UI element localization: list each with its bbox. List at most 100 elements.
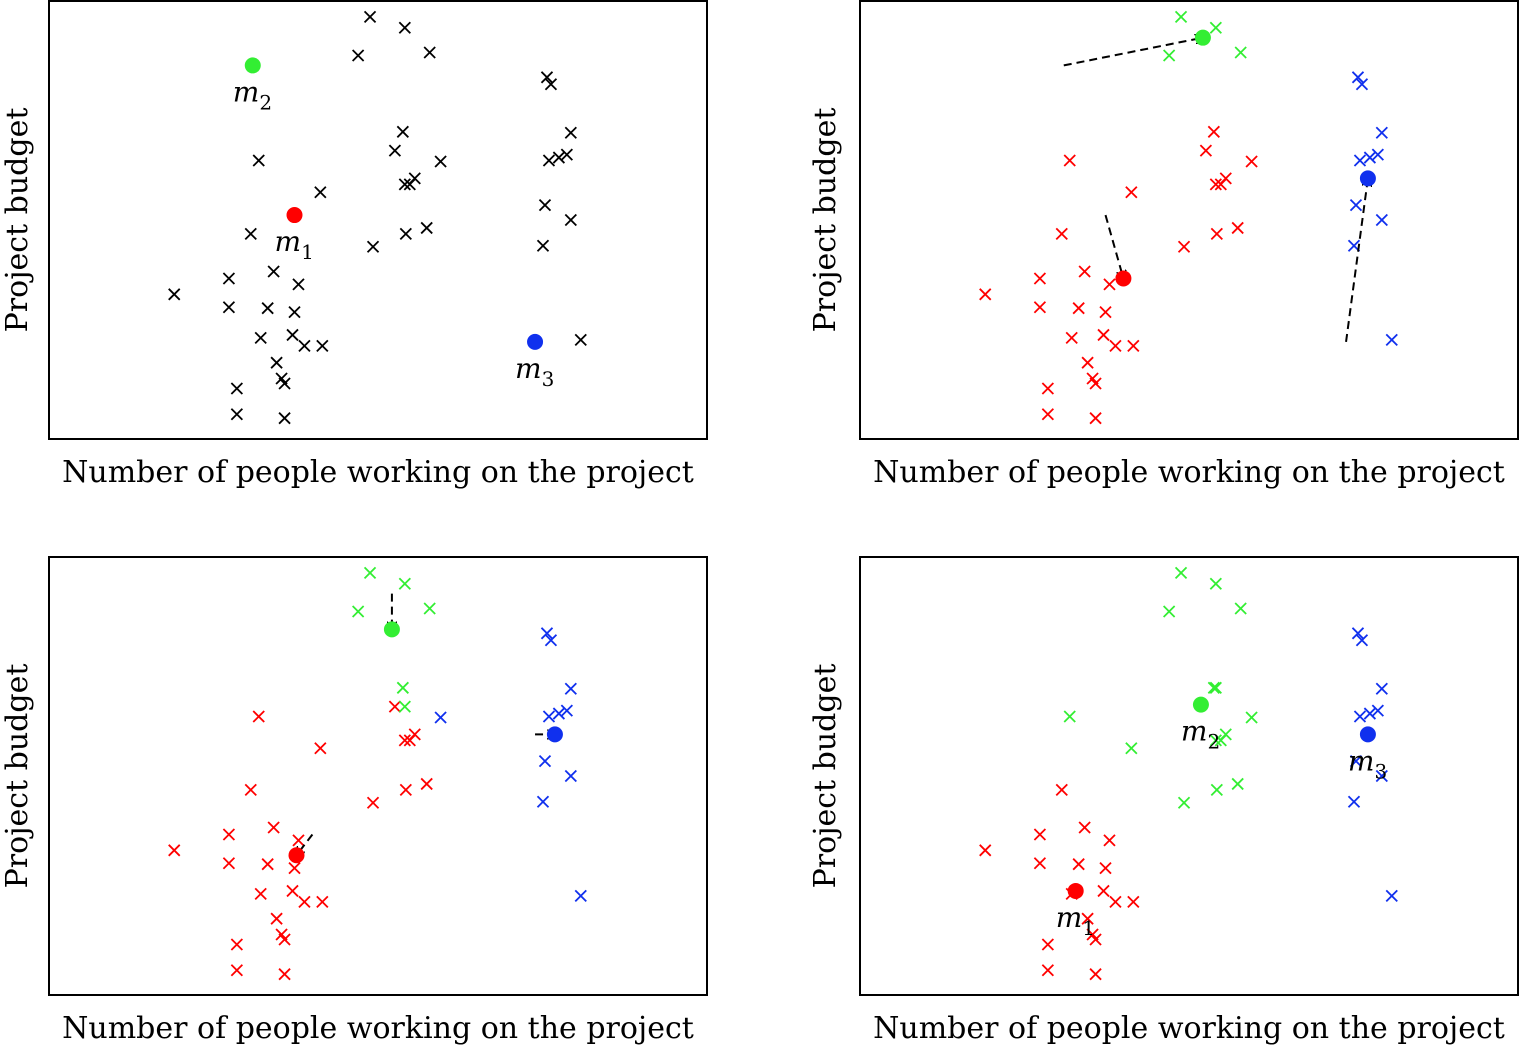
data-point (540, 627, 554, 640)
data-point (979, 288, 992, 301)
data-point (398, 577, 411, 590)
data-point (1174, 10, 1188, 24)
data-point (261, 302, 274, 315)
data-point (1210, 783, 1223, 797)
data-point (542, 710, 556, 723)
data-point (1349, 198, 1363, 212)
centroid-m1 (1067, 882, 1084, 899)
data-point (1375, 682, 1388, 695)
data-point (1041, 938, 1054, 951)
centroid-move-arrow (1345, 178, 1368, 343)
data-point (420, 221, 433, 235)
data-point (1089, 968, 1102, 981)
data-point (267, 821, 280, 834)
centroid-label: m1 (1056, 901, 1095, 940)
centroid-label: m3 (515, 352, 554, 391)
data-point (560, 704, 573, 717)
data-point (544, 78, 558, 91)
data-point (1355, 634, 1369, 647)
data-point (314, 186, 327, 199)
data-point (1055, 227, 1068, 241)
data-point (388, 700, 402, 713)
data-point (538, 198, 552, 212)
data-point (1089, 412, 1102, 425)
data-point (366, 240, 380, 253)
scatter-svg: m1 m2 m3 (979, 566, 1398, 981)
centroid-move-arrow (296, 833, 314, 855)
centroid-label: m2 (1181, 715, 1220, 754)
data-point (1103, 834, 1116, 847)
data-point (316, 339, 329, 352)
data-point (399, 783, 412, 797)
data-point (564, 769, 577, 783)
data-point (1353, 710, 1367, 723)
data-point (230, 382, 243, 395)
centroid-m1 (1115, 270, 1132, 287)
data-point (398, 21, 411, 34)
data-point (408, 728, 421, 741)
data-point (230, 938, 243, 951)
data-point (1177, 240, 1191, 253)
data-point (1089, 933, 1102, 946)
data-point (298, 895, 311, 908)
data-point (261, 858, 274, 871)
data-point (1081, 912, 1094, 925)
data-point (1041, 964, 1054, 977)
centroid-m3 (527, 333, 544, 350)
y-axis-label: Project budget (0, 107, 35, 333)
data-point (1099, 862, 1112, 875)
data-point (979, 844, 992, 857)
data-point (1209, 178, 1222, 191)
data-point (423, 46, 436, 59)
data-point (252, 154, 265, 167)
data-point (399, 227, 412, 241)
data-point (278, 968, 291, 981)
y-axis-label: Project budget (808, 663, 843, 889)
data-point (286, 328, 299, 342)
data-point (1375, 126, 1388, 139)
data-point (1072, 858, 1085, 871)
data-point (1209, 21, 1222, 34)
data-point (286, 884, 299, 898)
plot-area (859, 0, 1519, 440)
data-point (1231, 221, 1244, 235)
data-point (1081, 356, 1094, 369)
data-point (574, 889, 587, 903)
centroid-move-arrow (1104, 214, 1124, 278)
data-point (288, 862, 301, 875)
data-point (398, 178, 411, 191)
data-point (298, 339, 311, 352)
data-point (1355, 78, 1369, 91)
data-point (536, 239, 550, 252)
data-point (564, 682, 577, 695)
data-point (254, 887, 267, 901)
data-point (542, 154, 556, 167)
scatter-svg (979, 10, 1398, 425)
data-point (1097, 884, 1110, 898)
data-point (1351, 71, 1365, 84)
data-point (1078, 821, 1091, 834)
centroid-move-arrow (1063, 38, 1203, 67)
data-point (564, 213, 577, 227)
data-point (366, 796, 380, 809)
y-axis-label: Project budget (808, 107, 843, 333)
data-point (1177, 796, 1191, 809)
data-point (1371, 148, 1384, 161)
data-point (1234, 602, 1247, 615)
data-point (538, 754, 552, 768)
plot-area: m1 m2 m3 (859, 556, 1519, 996)
data-point (1033, 301, 1047, 314)
data-point (363, 10, 377, 24)
data-point (222, 828, 236, 841)
data-point (564, 126, 577, 139)
data-point (1063, 710, 1076, 723)
data-point (1363, 707, 1377, 720)
data-point (1349, 754, 1363, 768)
data-point (540, 71, 554, 84)
data-point (1033, 272, 1047, 285)
data-point (314, 742, 327, 755)
data-point (1363, 151, 1377, 164)
data-point (278, 933, 291, 946)
data-point (270, 912, 283, 925)
x-axis-label: Number of people working on the project (873, 1011, 1505, 1046)
